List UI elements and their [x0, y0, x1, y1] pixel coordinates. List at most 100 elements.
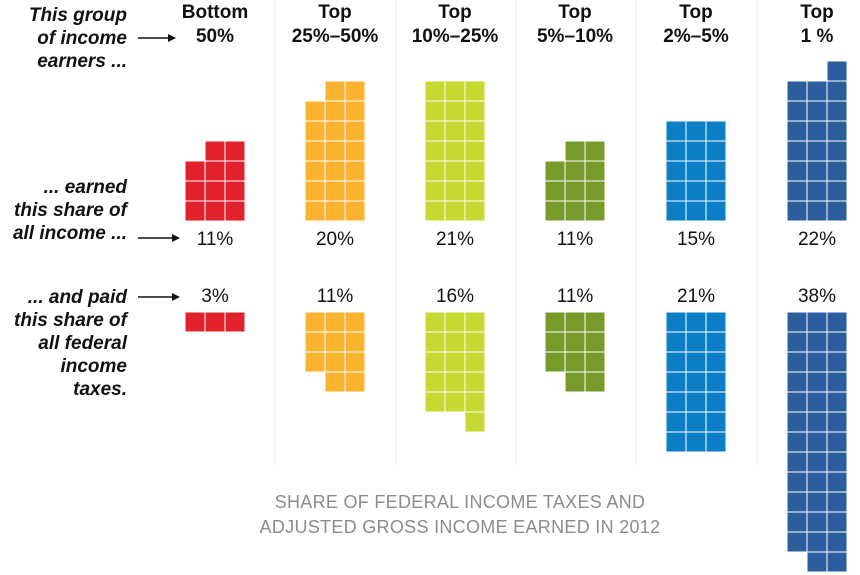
income-unit-square [585, 161, 605, 181]
tax-unit-square [827, 372, 847, 392]
tax-unit-square [706, 412, 726, 432]
tax-unit-square [345, 352, 365, 372]
tax-unit-square [827, 392, 847, 412]
tax-unit-square [827, 412, 847, 432]
income-stack-g1 [305, 81, 365, 221]
income-share-label: 20% [315, 229, 355, 250]
tax-unit-square [787, 432, 807, 452]
income-unit-square [185, 201, 205, 221]
column-header-line1: Top [438, 2, 472, 23]
tax-unit-square [827, 452, 847, 472]
tax-unit-square [827, 532, 847, 552]
income-unit-square [465, 121, 485, 141]
tax-unit-square [807, 372, 827, 392]
tax-unit-square [666, 332, 686, 352]
income-unit-square [305, 101, 325, 121]
income-unit-square [345, 101, 365, 121]
tax-unit-square [807, 452, 827, 472]
income-unit-square [787, 101, 807, 121]
tax-unit-square [827, 432, 847, 452]
income-unit-square [305, 161, 325, 181]
tax-stack-g5 [787, 312, 847, 572]
row-label-income: ... earned this share of all income ... [0, 176, 127, 245]
tax-unit-square [425, 352, 445, 372]
tax-unit-square [787, 472, 807, 492]
income-share-label: 11% [556, 229, 594, 250]
income-unit-square [827, 61, 847, 81]
income-unit-square [666, 161, 686, 181]
income-share-label: 11% [196, 229, 234, 250]
tax-share-label: 16% [435, 286, 475, 307]
income-unit-square [465, 101, 485, 121]
income-unit-square [345, 81, 365, 101]
tax-unit-square [425, 332, 445, 352]
income-unit-square [465, 181, 485, 201]
income-unit-square [345, 121, 365, 141]
tax-unit-square [787, 332, 807, 352]
tax-stack-g2 [425, 312, 485, 432]
tax-unit-square [305, 332, 325, 352]
income-stack-g4 [666, 121, 726, 221]
tax-unit-square [325, 352, 345, 372]
tax-unit-square [465, 312, 485, 332]
income-unit-square [666, 201, 686, 221]
column-header-line2: 10%–25% [411, 26, 499, 47]
tax-unit-square [787, 372, 807, 392]
row-label-line: ... and paid [27, 287, 127, 308]
income-unit-square [807, 161, 827, 181]
tax-unit-square [827, 492, 847, 512]
tax-unit-square [445, 372, 465, 392]
tax-unit-square [305, 312, 325, 332]
tax-unit-square [465, 352, 485, 372]
income-unit-square [706, 141, 726, 161]
income-unit-square [425, 161, 445, 181]
column-header-line1: Top [679, 2, 713, 23]
income-unit-square [545, 161, 565, 181]
tax-unit-square [325, 332, 345, 352]
income-unit-square [787, 181, 807, 201]
income-stack-g3 [545, 141, 605, 221]
income-unit-square [545, 181, 565, 201]
tax-unit-square [827, 312, 847, 332]
income-unit-square [585, 201, 605, 221]
unit-squares [185, 61, 847, 572]
tax-unit-square [465, 332, 485, 352]
income-unit-square [686, 161, 706, 181]
income-unit-square [345, 161, 365, 181]
row-label-line: of income [37, 28, 127, 49]
tax-stack-g4 [666, 312, 726, 452]
tax-unit-square [787, 452, 807, 472]
tax-unit-square [807, 412, 827, 432]
tax-unit-square [445, 352, 465, 372]
income-unit-square [225, 201, 245, 221]
income-unit-square [225, 141, 245, 161]
tax-unit-square [425, 392, 445, 412]
tax-unit-square [686, 352, 706, 372]
tax-unit-square [827, 472, 847, 492]
row-label-line: ... earned [43, 177, 127, 198]
column-header-line1: Top [800, 2, 834, 23]
row-arrows [138, 34, 180, 301]
income-unit-square [345, 201, 365, 221]
tax-unit-square [807, 492, 827, 512]
income-unit-square [205, 161, 225, 181]
column-header-line2: 1 % [800, 26, 834, 47]
tax-unit-square [305, 352, 325, 372]
income-unit-square [325, 181, 345, 201]
income-unit-square [445, 161, 465, 181]
tax-unit-square [807, 532, 827, 552]
income-unit-square [465, 201, 485, 221]
tax-unit-square [445, 332, 465, 352]
row-label-line: this share of [14, 200, 127, 221]
income-unit-square [827, 161, 847, 181]
income-unit-square [807, 121, 827, 141]
tax-unit-square [445, 392, 465, 412]
column-header: Top 2%–5% [636, 1, 756, 49]
tax-unit-square [205, 312, 225, 332]
tax-unit-square [666, 412, 686, 432]
income-unit-square [545, 201, 565, 221]
tax-unit-square [807, 472, 827, 492]
income-unit-square [787, 121, 807, 141]
tax-unit-square [545, 312, 565, 332]
